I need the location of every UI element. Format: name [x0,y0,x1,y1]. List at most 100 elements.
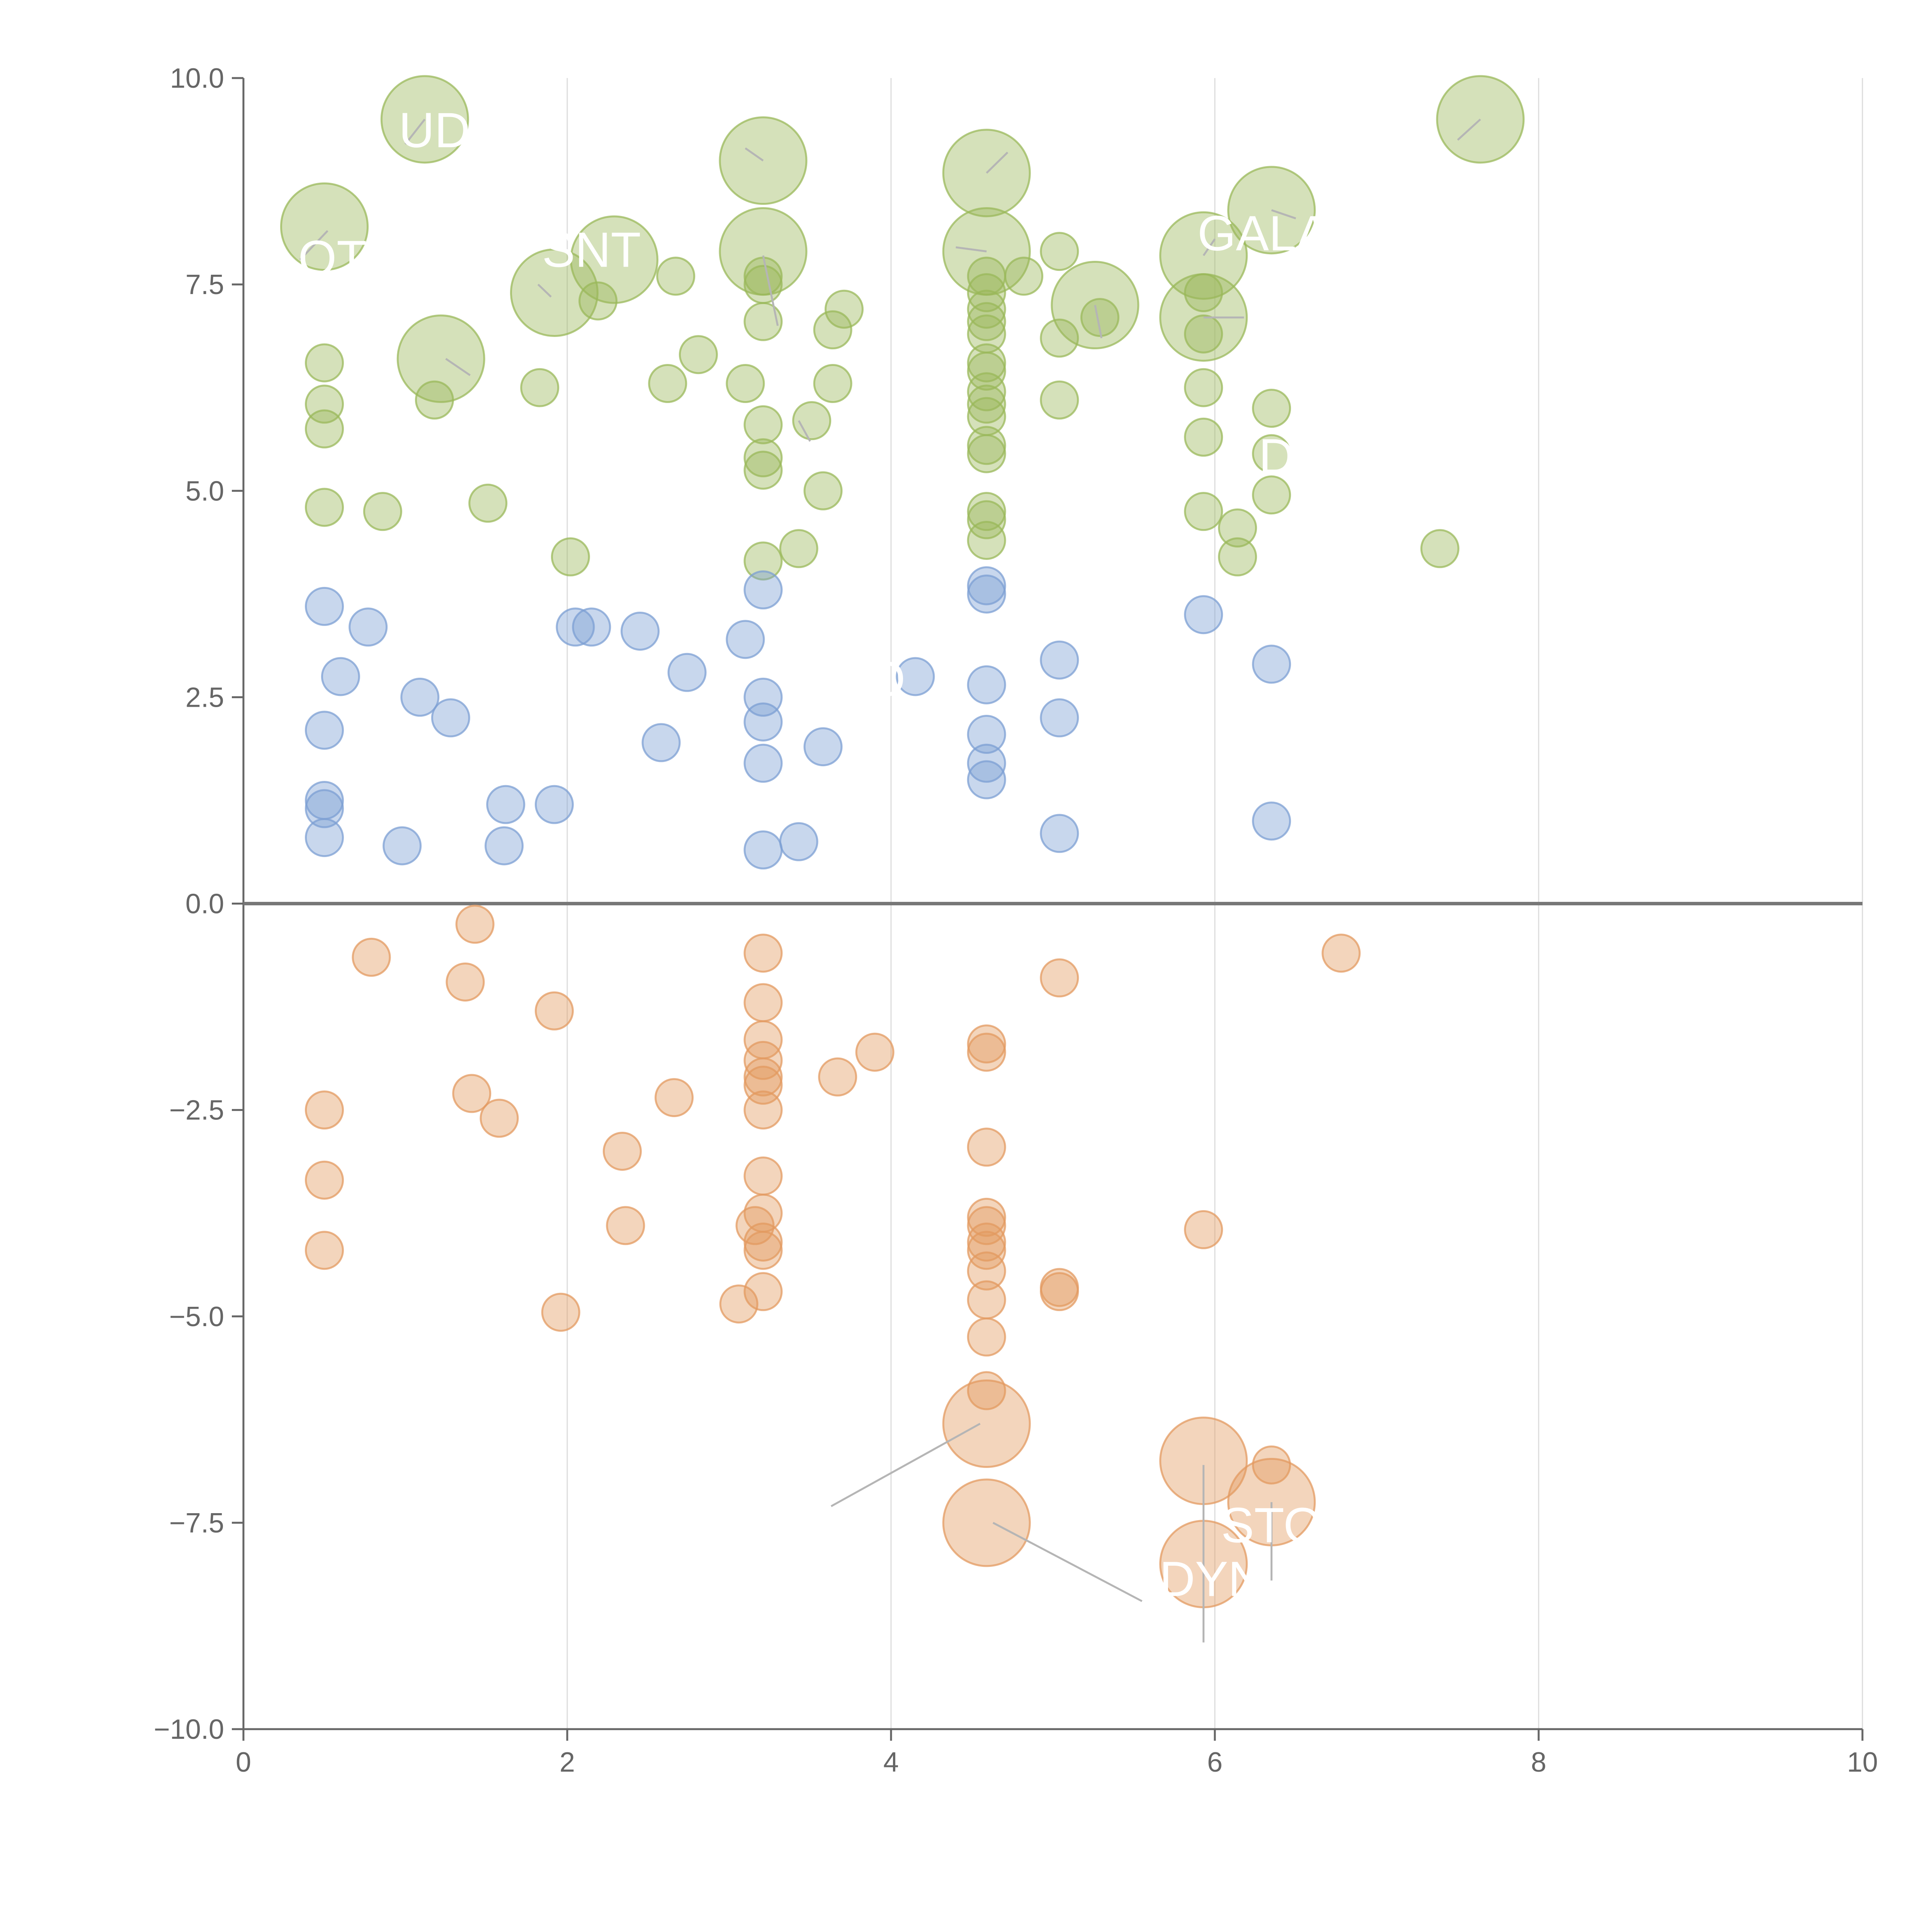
bubble-blue [305,818,344,857]
bubble-blue [743,702,783,742]
bubble-blue [967,743,1006,783]
leader-line [992,1522,1143,1602]
leader-line [299,230,328,260]
bubble-orange [305,1160,344,1200]
bubble-blue [1252,645,1291,684]
bubble-label: UD [399,103,470,158]
bubble-green [813,364,852,403]
bubble-green [719,116,808,205]
x-tick-label: 0 [236,1747,251,1778]
axes: 0 2 4 6 8 10 10.0 7.5 5.0 2.5 0.0 −2.5 −5.0 −7.5 −10.0 [154,63,1878,1778]
bubble-blue [726,620,765,659]
bubble-blue [667,653,707,692]
bubble-green [551,537,590,577]
bubble-green [967,520,1006,560]
bubble-orange [1184,1210,1223,1249]
bubble-green [1184,273,1223,312]
bubble-green [743,438,783,478]
bubble-green [743,541,783,581]
bubble-blue [1252,801,1291,841]
bubble-orange [655,1078,694,1117]
bubble-orange [818,1057,857,1097]
bubble-orange [352,937,391,977]
y-tick-label: −5.0 [169,1301,224,1332]
bubble-green [967,302,1006,341]
bubble-orange [967,1128,1006,1167]
bubble-green [1420,529,1459,568]
bubble-blue [485,826,524,866]
bubble-blue [743,830,783,870]
leader-line [1271,209,1296,219]
bubble-blue [967,760,1006,799]
bubble-blue [967,665,1006,704]
bubble-green [1184,368,1223,407]
bubble-green [1184,417,1223,457]
bubble-orange [967,1280,1006,1320]
y-tick-label: 10.0 [170,63,224,94]
label-leader-lines [299,118,1481,1643]
bubble-green [1004,257,1044,296]
bubble-green [967,426,1006,465]
bubble-green [578,281,618,321]
bubble-blue [383,826,422,866]
y-tick-label: −7.5 [169,1508,224,1539]
y-tick-label: −2.5 [169,1095,224,1126]
bubble-blue [779,822,818,861]
bubble-orange [1040,958,1079,998]
bubble-green [726,364,765,403]
bubble-green [656,257,696,296]
x-tick-label: 4 [883,1747,899,1778]
bubble-green [570,215,659,304]
leader-line [762,255,779,326]
bubble-label: STO [1221,1498,1322,1553]
bubble-blue [556,607,595,647]
bubble-green [363,492,402,531]
leader-line [956,246,987,253]
bubble-green [813,310,852,350]
bubble-green [779,529,818,568]
x-tick-label: 2 [560,1747,575,1778]
bubble-green [1218,508,1257,548]
bubble-green [967,434,1006,473]
y-tick-label: 5.0 [185,476,224,507]
leader-line [1457,118,1481,141]
x-tick-label: 10 [1847,1747,1878,1778]
bubble-blue [305,587,344,626]
bubble-green [967,492,1006,531]
bubble-label: DO [1259,429,1333,484]
bubble-green [679,335,718,374]
bubble-blue [349,607,388,647]
bubble-label: GALA [1197,206,1330,261]
bubble-orange [967,1222,1006,1262]
bubble-green [967,257,1006,296]
bubble-green [803,471,843,510]
bubble-green [967,384,1006,424]
leader-line [405,119,426,145]
bubble-green [1252,389,1291,428]
bubble-orange [719,1284,759,1324]
bubble-orange [967,1231,1006,1270]
bubble-orange [735,1206,775,1245]
bubble-green [1040,318,1079,358]
bubble-blue [803,727,843,767]
bubble-orange [534,991,574,1031]
y-tick-label: 7.5 [185,269,224,300]
bubble-green [743,451,783,490]
bubble-green [1218,537,1257,577]
bubble-blue [967,574,1006,614]
bubble-orange [452,1074,492,1113]
bubble-label: O [867,652,906,707]
bubble-orange [305,1231,344,1270]
bubble-orange [1321,934,1361,973]
bubble-blue [967,566,1006,605]
bubble-green [1184,314,1223,354]
bubble-orange [967,1024,1006,1064]
bubble-green [743,265,783,304]
x-tick-label: 8 [1531,1747,1546,1778]
bubble-green [305,488,344,527]
bubble-orange [743,1272,783,1311]
bubble-orange [305,1090,344,1130]
bubble-orange [967,1032,1006,1072]
bubble-blue [400,677,440,717]
